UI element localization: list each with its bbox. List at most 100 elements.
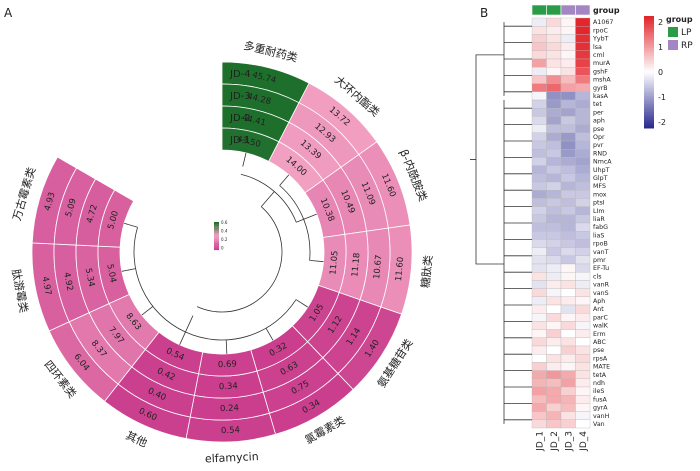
heatmap-cell: [575, 75, 591, 84]
heatmap-cell: [560, 222, 576, 232]
heatmap-cell: [531, 116, 547, 125]
heatmap-cell: [531, 124, 547, 133]
heatmap-cell: [560, 99, 576, 109]
heatmap-cell: [560, 198, 576, 207]
gene-label: vanH: [593, 413, 610, 420]
gene-label: vanS: [593, 290, 609, 297]
colorbar-step: [214, 222, 219, 224]
heatmap-cell: [531, 42, 547, 51]
heatmap-cell: [531, 58, 547, 68]
heatmap-cell: [575, 34, 591, 43]
heatmap-cell: [560, 378, 576, 388]
heatmap-cell: [546, 272, 562, 281]
heatmap-cell: [546, 395, 562, 404]
heatmap-cell: [560, 255, 576, 265]
heatmap-cell: [575, 181, 591, 191]
colorbar-step: [214, 230, 219, 232]
gene-label: LIm: [593, 208, 605, 215]
heatmap-cell: [531, 214, 547, 224]
colorbar-step: [644, 86, 654, 89]
ring-row-label: JD-2: [229, 113, 251, 124]
gene-label: ABC: [593, 339, 607, 346]
heatmap-cell: [546, 263, 562, 273]
heatmap-cell: [531, 140, 547, 150]
heatmap-cell: [575, 304, 591, 314]
colorbar-step: [644, 52, 654, 55]
gene-label: MATE: [593, 364, 610, 371]
colorbar-step: [644, 50, 654, 53]
dendrogram: [121, 152, 324, 354]
colorbar-step: [644, 60, 654, 63]
heatmap-cell: [531, 288, 547, 297]
gene-label: pse: [593, 126, 604, 133]
colorbar-step: [214, 224, 219, 227]
colorbar-step: [644, 106, 654, 109]
heatmap-cell: [560, 239, 576, 248]
heatmap-cell: [575, 395, 591, 404]
gene-label: EF-Tu: [593, 265, 609, 272]
gene-label: tet: [593, 101, 602, 108]
heatmap-cell: [575, 329, 591, 338]
heatmap-cell: [531, 91, 547, 101]
cell-value: 0.24: [220, 403, 239, 414]
heatmap-cell: [575, 206, 591, 215]
colorbar-step: [644, 114, 654, 117]
colorbar-step: [214, 243, 219, 245]
heatmap-cell: [575, 370, 591, 379]
heatmap-cell: [560, 157, 576, 166]
heatmap-cell: [531, 83, 547, 92]
cell-value: 4.97: [40, 276, 53, 296]
gene-label: fusA: [593, 396, 607, 403]
cell-value: 0.34: [219, 381, 238, 392]
heatmap-cell: [546, 304, 562, 314]
heatmap-cell: [531, 272, 547, 281]
heatmap-cell: [575, 165, 591, 174]
cell-value: 5.34: [83, 267, 96, 287]
colorbar-step: [644, 96, 654, 99]
cell-value: 10.67: [372, 254, 384, 279]
colorbar-step: [644, 126, 654, 129]
heatmap-cell: [546, 17, 562, 27]
heatmap-cell: [560, 75, 576, 84]
heatmap-cell: [531, 190, 547, 199]
colorbar-step: [644, 102, 654, 105]
heatmap-cell: [575, 132, 591, 142]
heatmap-cell: [575, 50, 591, 60]
heatmap-cell: [575, 354, 591, 363]
colorbar-tick: 2: [658, 18, 663, 27]
column-label: JD_2: [550, 431, 560, 452]
colorbar-step: [214, 238, 219, 241]
gene-label: ndh: [593, 380, 605, 387]
category-label: 其他: [124, 429, 149, 450]
colorbar-step: [644, 108, 654, 111]
gene-label: tetA: [593, 372, 607, 379]
colorbar-step: [644, 122, 654, 125]
heatmap-cell: [575, 247, 591, 256]
colorbar-step: [644, 110, 654, 113]
heatmap-cell: [575, 386, 591, 396]
heatmap-cell: [560, 313, 576, 322]
heatmap-cell: [546, 321, 562, 330]
cell-value: 5.04: [104, 263, 117, 283]
category-label: 多重耐药类: [242, 38, 299, 65]
heatmap-cell: [546, 124, 562, 133]
colorbar-step: [644, 66, 654, 69]
heatmap-cell: [531, 304, 547, 314]
heatmap-cell: [546, 190, 562, 199]
heatmap-cell: [575, 42, 591, 51]
heatmap-cell: [560, 345, 576, 355]
colorbar-tick: -2: [658, 118, 666, 127]
heatmap-cell: [560, 58, 576, 68]
heatmap-cell: [531, 370, 547, 379]
colorbar-step: [214, 233, 219, 235]
heatmap-cell: [531, 231, 547, 240]
heatmap-cell: [575, 280, 591, 289]
colorbar-step: [644, 26, 654, 29]
heatmap-cell: [560, 370, 576, 379]
heatmap-cell: [546, 132, 562, 142]
colorbar-step: [644, 24, 654, 27]
heatmap-cell: [546, 313, 562, 322]
heatmap-cell: [560, 231, 576, 240]
cell-value: 4.92: [61, 271, 74, 291]
